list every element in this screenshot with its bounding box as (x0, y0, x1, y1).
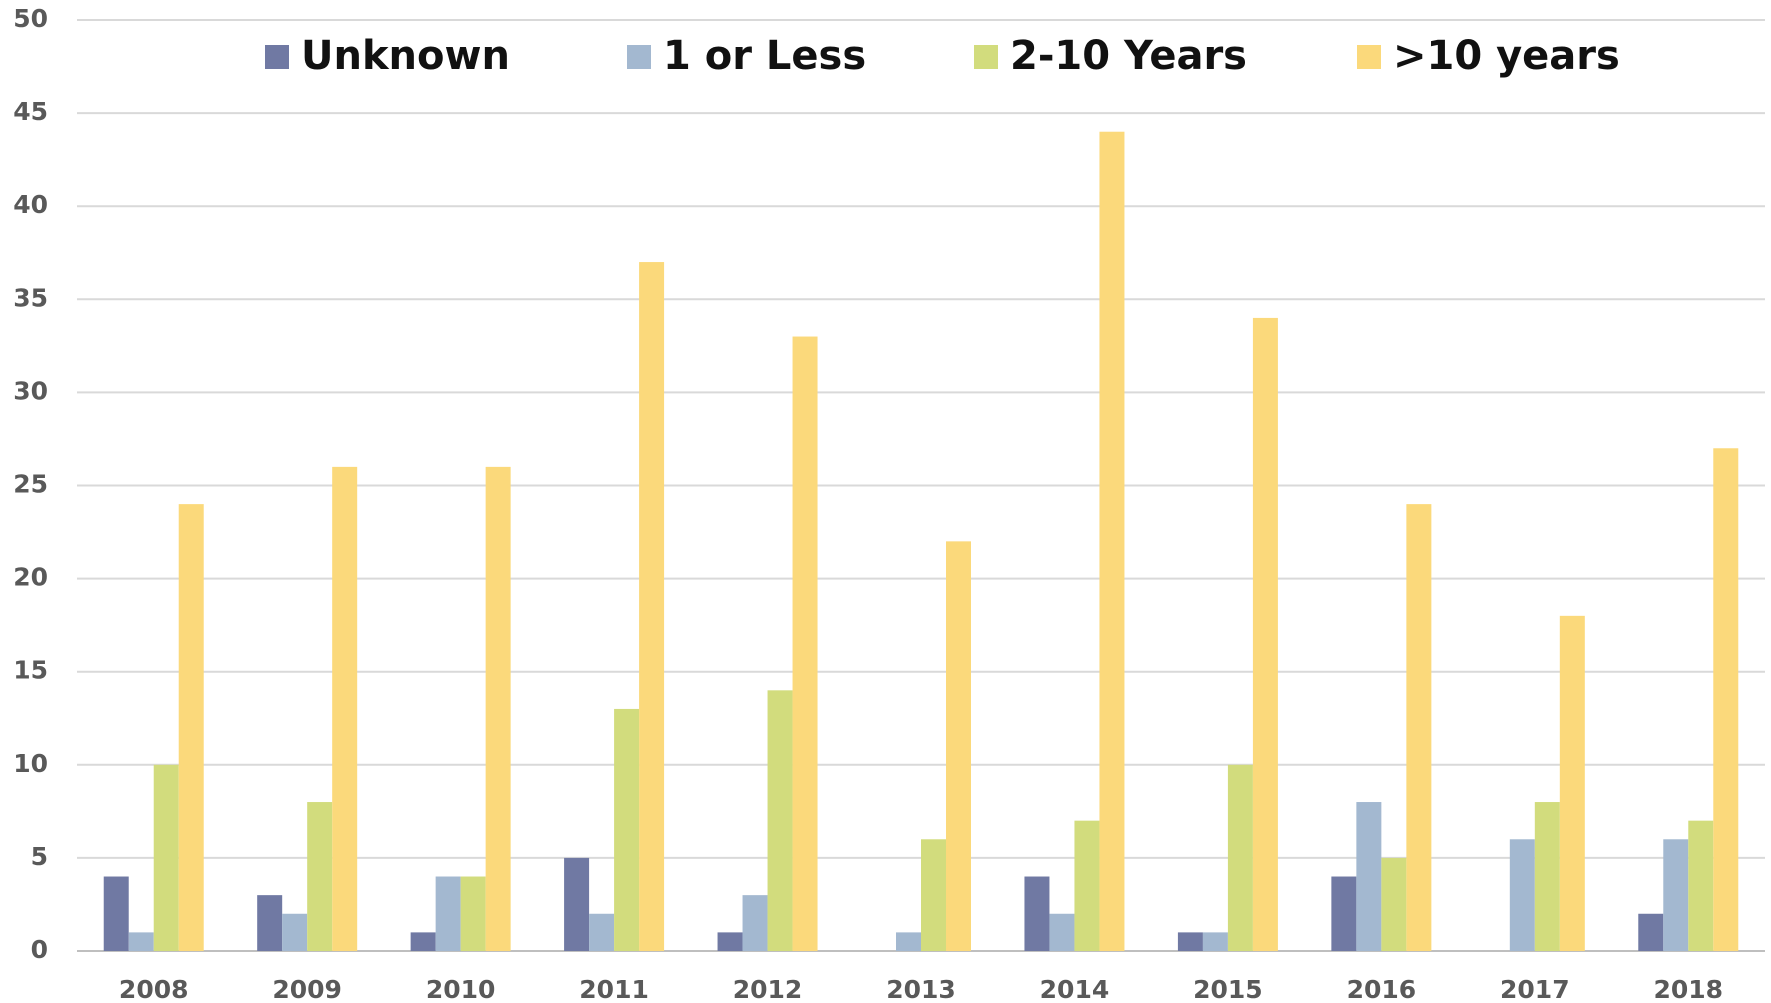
y-tick-label: 20 (13, 563, 48, 592)
bar (1202, 932, 1228, 951)
x-tick-label: 2010 (426, 975, 496, 1003)
bar (1713, 448, 1739, 951)
bar (1227, 764, 1253, 951)
bar (1688, 820, 1714, 951)
bar (589, 913, 615, 951)
y-tick-label: 35 (13, 283, 48, 312)
bar (410, 932, 436, 951)
y-tick-label: 30 (13, 376, 48, 405)
legend-label: >10 years (1393, 33, 1620, 79)
y-tick-label: 0 (31, 935, 48, 964)
bar (435, 876, 461, 951)
x-tick-label: 2014 (1040, 975, 1110, 1003)
bar (460, 876, 486, 951)
bar (485, 466, 511, 951)
legend-swatch (974, 45, 998, 69)
y-tick-label: 10 (13, 749, 48, 778)
bar (1356, 802, 1382, 951)
y-tick-label: 15 (13, 656, 48, 685)
bar (1049, 913, 1075, 951)
bar (1331, 876, 1357, 951)
x-tick-label: 2012 (733, 975, 803, 1003)
bar (1099, 131, 1125, 952)
bar (307, 802, 333, 951)
bar (257, 895, 283, 951)
bar (921, 839, 946, 951)
bar (767, 690, 793, 951)
bar (946, 541, 971, 951)
x-tick-label: 2018 (1653, 975, 1723, 1003)
y-tick-label: 5 (31, 842, 48, 871)
legend-label: 1 or Less (663, 33, 866, 79)
x-tick-label: 2009 (272, 975, 342, 1003)
legend-label: Unknown (301, 33, 510, 79)
bar (153, 764, 179, 951)
bar (1024, 876, 1050, 951)
bar (1381, 857, 1407, 951)
bar (103, 876, 129, 951)
legend-swatch (1357, 45, 1381, 69)
x-tick-label: 2013 (886, 975, 956, 1003)
bar (742, 895, 768, 951)
y-tick-label: 50 (13, 4, 48, 33)
bar (639, 262, 665, 951)
y-tick-label: 25 (13, 470, 48, 499)
y-tick-label: 40 (13, 190, 48, 219)
bar (1534, 802, 1560, 951)
x-tick-label: 2016 (1347, 975, 1417, 1003)
bar (614, 708, 640, 951)
legend-label: 2-10 Years (1010, 33, 1247, 79)
bar (564, 857, 590, 951)
legend-swatch (627, 45, 651, 69)
x-tick-label: 2017 (1500, 975, 1570, 1003)
bar (1252, 317, 1278, 951)
x-tick-label: 2011 (579, 975, 649, 1003)
bar (1406, 504, 1432, 951)
bar (792, 336, 818, 951)
bar (1559, 615, 1585, 951)
bar (178, 504, 204, 951)
bar (1177, 932, 1203, 951)
bar (332, 466, 358, 951)
bar (1638, 913, 1664, 951)
bar (1663, 839, 1689, 951)
legend-swatch (265, 45, 289, 69)
y-tick-label: 45 (13, 97, 48, 126)
bar (128, 932, 154, 951)
bar (717, 932, 743, 951)
bar (1074, 820, 1100, 951)
bar (282, 913, 308, 951)
bar (896, 932, 921, 951)
bar (1509, 839, 1535, 951)
x-tick-label: 2008 (119, 975, 189, 1003)
x-tick-label: 2015 (1193, 975, 1263, 1003)
